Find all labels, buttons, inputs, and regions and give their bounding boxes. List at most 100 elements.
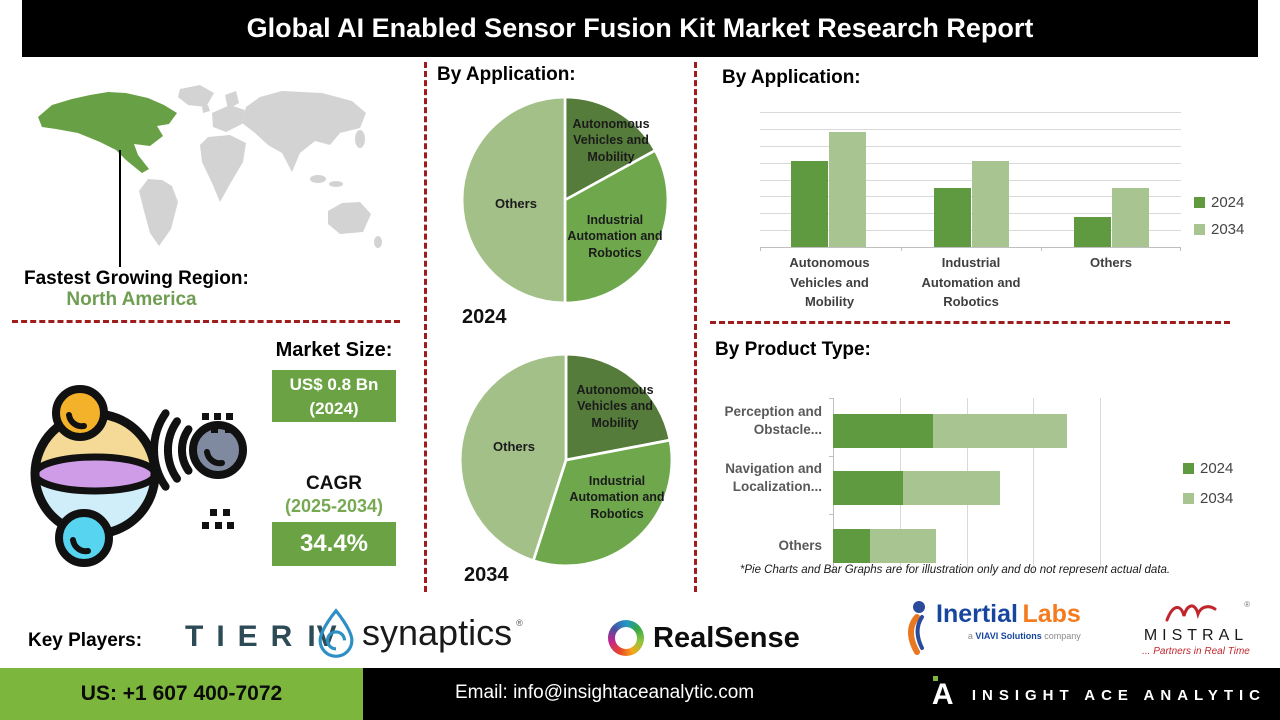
legend-swatch-2024 [1194, 197, 1205, 208]
gridline [760, 230, 1181, 232]
map-new-zealand [374, 236, 382, 248]
map-scandinavia [225, 91, 239, 109]
title-bar: Global AI Enabled Sensor Fusion Kit Mark… [22, 0, 1258, 57]
stacked-bar-2024-row-1 [833, 471, 904, 505]
axis-tick [1180, 247, 1181, 251]
map-australia [328, 202, 371, 234]
pie-chart-2024 [460, 95, 670, 305]
viavi-tagline: a VIAVI Solutions company [936, 631, 1081, 641]
axis-tick [829, 514, 833, 515]
stacked-bar-2024-row-2 [833, 529, 870, 563]
legend-swatch-product-2024 [1183, 463, 1194, 474]
legend-label-product-2024: 2024 [1200, 460, 1234, 477]
axis-tick [901, 247, 902, 251]
gridline [760, 145, 1181, 147]
key-players-heading: Key Players: [28, 630, 143, 651]
axis-tick [829, 571, 833, 572]
map-indonesia-2 [329, 181, 343, 187]
market-size-value-box: US$ 0.8 Bn (2024) [272, 370, 396, 422]
map-asia [242, 91, 366, 172]
gridline [760, 112, 1181, 113]
legend-2024: 2024 [1194, 194, 1244, 211]
pie-year-2024: 2024 [462, 306, 507, 328]
pie-label-others-2024: Others [495, 196, 537, 211]
stacked-bar-2034-row-2 [869, 529, 937, 563]
pie-slice-0 [563, 95, 657, 202]
pie-slice-2 [458, 352, 568, 563]
logo-synaptics: synaptics ® [318, 608, 523, 658]
gridline [1100, 398, 1101, 572]
divider-dashed-left [12, 320, 400, 323]
realsense-text: RealSense [653, 621, 800, 654]
legend-label-product-2034: 2034 [1200, 490, 1234, 507]
logo-tier-iv: TIERIV [185, 620, 338, 654]
bar-cat-others: Others [1090, 255, 1132, 270]
stacked-bar-2034-row-1 [903, 471, 1000, 505]
bar-2024-group-2 [1073, 216, 1111, 247]
gridline [760, 179, 1181, 181]
mistral-reg-mark: ® [1244, 600, 1250, 609]
phone-number: US: +1 607 400-7072 [80, 682, 283, 705]
logo-realsense: RealSense [608, 620, 800, 656]
market-size-year: (2024) [309, 398, 359, 418]
page-title: Global AI Enabled Sensor Fusion Kit Mark… [246, 13, 1034, 43]
sensor-fusion-icon [30, 385, 247, 567]
map-indonesia [310, 175, 326, 183]
bar-2034-group-2 [1111, 187, 1149, 247]
pie-section-heading: By Application: [437, 64, 576, 85]
gridline [760, 213, 1181, 215]
application-bar-heading: By Application: [722, 67, 861, 88]
realsense-aperture-icon [608, 620, 644, 656]
map-north-america-highlight [38, 92, 177, 173]
gridline [760, 196, 1181, 198]
axis-tick [1041, 247, 1042, 251]
cagr-heading: CAGR [306, 473, 362, 494]
gridline [760, 247, 1181, 248]
legend-2034: 2034 [1194, 221, 1244, 238]
pie-slice-0 [564, 352, 672, 462]
bar-2034-group-0 [829, 132, 866, 247]
cagr-value-box: 34.4% [272, 522, 396, 566]
map-greenland [178, 85, 214, 107]
divider-dashed-vertical-2 [694, 62, 697, 592]
application-bar-chart [760, 112, 1181, 251]
footer-phone-block: US: +1 607 400-7072 [0, 668, 363, 720]
cagr-period: (2025-2034) [284, 496, 384, 516]
logo-mistral: ® MISTRAL ... Partners in Real Time [1140, 600, 1252, 657]
map-africa [200, 135, 246, 202]
footer-contact-block: Email: info@insightaceanalytic.com A INS… [363, 668, 1280, 720]
brand-lockup: A INSIGHT ACE ANALYTIC [932, 676, 1266, 712]
synaptics-reg-mark: ® [516, 618, 523, 628]
market-size-value: US$ 0.8 Bn [289, 375, 379, 394]
axis-tick [829, 456, 833, 457]
pie-year-2034: 2034 [464, 564, 509, 586]
bar-cat-avm: Autonomous Vehicles and Mobility [789, 255, 870, 309]
synaptics-text: synaptics [362, 612, 513, 653]
map-europe [212, 105, 245, 132]
bar-2034-group-1 [971, 160, 1009, 247]
legend-swatch-product-2034 [1183, 493, 1194, 504]
bar-cat-iar: Industrial Automation and Robotics [921, 255, 1021, 309]
chart-disclaimer: *Pie Charts and Bar Graphs are for illus… [739, 564, 1171, 576]
pie-label-iar-2034: Industrial Automation and Robotics [569, 474, 665, 521]
axis-tick [829, 398, 833, 399]
axis-tick [760, 247, 761, 251]
divider-dashed-right [710, 321, 1230, 324]
email-address: Email: info@insightaceanalytic.com [455, 682, 755, 703]
logo-inertial-labs: Inertial Labs a VIAVI Solutions company [905, 600, 1081, 656]
stacked-bar-2034-row-0 [933, 414, 1067, 448]
gridline [760, 162, 1181, 164]
stacked-bar-2024-row-0 [833, 414, 934, 448]
inertial-text: Inertial [936, 600, 1018, 628]
pie-label-avm-2034: Autonomous Vehicles and Mobility [576, 383, 654, 430]
viavi-tagline-suffix: company [1044, 631, 1081, 641]
product-type-bar-chart [829, 398, 1101, 572]
gridline [760, 128, 1181, 130]
market-size-heading: Market Size: [275, 339, 393, 361]
mistral-swoosh-icon [1165, 604, 1217, 622]
pie-slice-2 [460, 95, 567, 305]
pie-label-avm-2024: Autonomous Vehicles and Mobility [572, 117, 650, 164]
labs-text: Labs [1022, 600, 1081, 628]
map-uk [202, 105, 210, 113]
